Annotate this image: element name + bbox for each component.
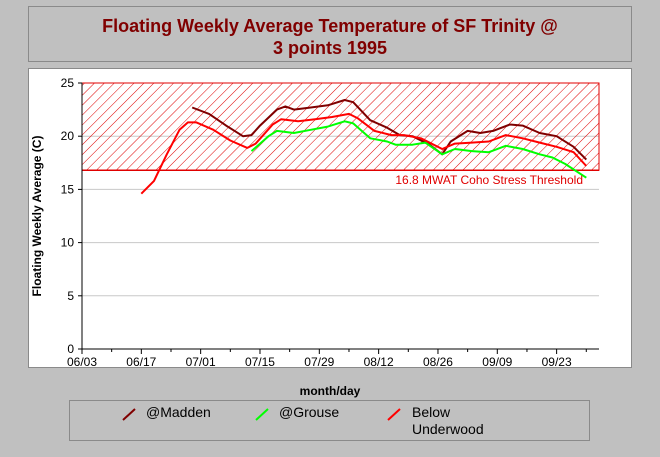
legend-swatch-grouse (255, 408, 269, 421)
line-chart: 16.8 MWAT Coho Stress Threshold 0 5 10 15 20 2… (30, 76, 600, 369)
y-tick-label: 20 (61, 129, 75, 143)
series-line-grouse (250, 120, 587, 179)
legend-label-madden: @Madden (146, 404, 211, 420)
legend-swatch-underwood (387, 408, 401, 421)
legend: @Madden @Grouse Below Underwood (69, 400, 590, 441)
series-line-madden (191, 99, 588, 161)
plot-panel: 16.8 MWAT Coho Stress Threshold 0 5 10 15 20 2… (28, 68, 632, 369)
y-tick-label: 0 (67, 342, 74, 356)
chart-title-line2: 3 points 1995 (272, 38, 388, 58)
y-tick-label: 10 (61, 236, 75, 250)
x-tick-label: 09/23 (542, 355, 572, 369)
chart-title-panel: Floating Weekly Average Temperature of S… (28, 6, 632, 62)
legend-label-underwood-line2: Underwood (412, 421, 484, 437)
x-tick-label: 07/15 (245, 355, 275, 369)
chart-title-line1: Floating Weekly Average Temperature of S… (102, 16, 558, 36)
x-tick-label: 06/03 (67, 355, 97, 369)
y-axis-title: Floating Weekly Average (C) (30, 136, 44, 297)
legend-swatch-madden (122, 408, 136, 421)
x-tick-label: 08/26 (423, 355, 453, 369)
x-tick-label: 09/09 (482, 355, 512, 369)
threshold-label: 16.8 MWAT Coho Stress Threshold (395, 173, 583, 187)
y-tick-label: 25 (61, 76, 75, 90)
x-tick-label: 08/12 (364, 355, 394, 369)
threshold-hatch-region (81, 82, 600, 171)
series-line-below-underwood (140, 112, 588, 195)
x-tick-label: 07/29 (304, 355, 334, 369)
x-tick-label: 07/01 (186, 355, 216, 369)
x-tick-label: 06/17 (126, 355, 156, 369)
legend-label-grouse: @Grouse (279, 404, 340, 420)
y-tick-label: 5 (67, 289, 74, 303)
legend-label-underwood-line1: Below (412, 404, 451, 420)
x-axis-title: month/day (299, 384, 361, 398)
y-tick-label: 15 (61, 182, 75, 196)
